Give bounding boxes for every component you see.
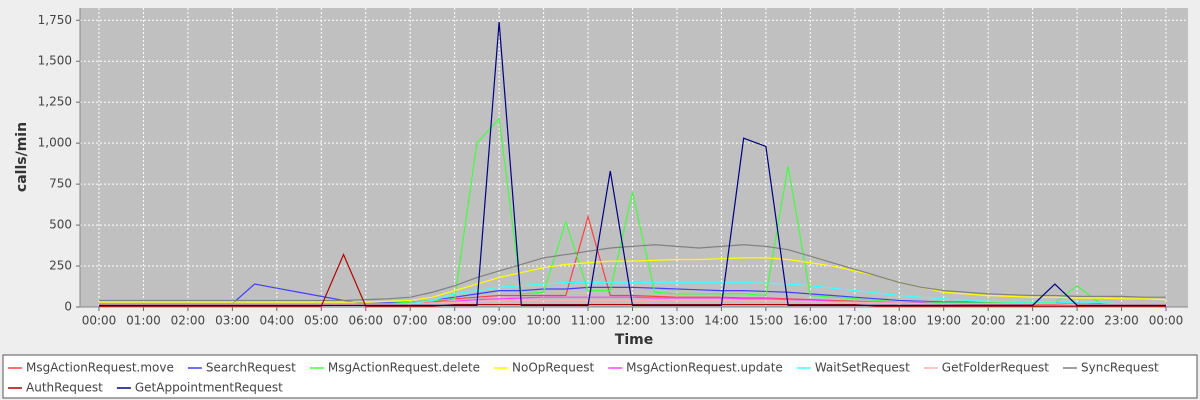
- x-tick-label: 10:00: [526, 314, 561, 328]
- x-tick-label: 16:00: [793, 314, 828, 328]
- legend-label: SearchRequest: [206, 361, 296, 375]
- y-tick-label: 1,000: [38, 136, 72, 150]
- x-tick-label: 20:00: [971, 314, 1006, 328]
- y-tick-label: 750: [49, 177, 72, 191]
- series-line: [99, 257, 1167, 303]
- x-tick-label: 11:00: [571, 314, 606, 328]
- y-tick-label: 1,750: [38, 13, 72, 27]
- y-tick-label: 500: [49, 218, 72, 232]
- x-tick-label: 21:00: [1015, 314, 1050, 328]
- legend-label: MsgActionRequest.delete: [328, 361, 480, 375]
- x-tick-label: 06:00: [348, 314, 383, 328]
- x-axis-title: Time: [615, 332, 653, 348]
- x-tick-label: 17:00: [837, 314, 872, 328]
- legend-label: MsgActionRequest.update: [626, 361, 783, 375]
- x-tick-label: 00:00: [1149, 314, 1184, 328]
- x-tick-label: 02:00: [171, 314, 206, 328]
- legend-label: GetAppointmentRequest: [135, 381, 283, 395]
- y-tick-label: 0: [64, 300, 72, 314]
- y-tick-label: 1,250: [38, 95, 72, 109]
- x-tick-label: 23:00: [1104, 314, 1139, 328]
- y-axis-title: calls/min: [14, 122, 30, 192]
- y-tick-label: 1,500: [38, 54, 72, 68]
- x-tick-label: 09:00: [482, 314, 517, 328]
- x-tick-label: 08:00: [437, 314, 472, 328]
- x-tick-label: 03:00: [215, 314, 250, 328]
- x-tick-label: 00:00: [82, 314, 117, 328]
- legend-label: AuthRequest: [26, 381, 103, 395]
- y-tick-label: 250: [49, 259, 72, 273]
- x-tick-label: 18:00: [882, 314, 917, 328]
- plot-area: [80, 8, 1188, 307]
- x-tick-label: 01:00: [126, 314, 161, 328]
- x-tick-label: 04:00: [260, 314, 295, 328]
- legend-label: GetFolderRequest: [942, 361, 1050, 375]
- x-tick-label: 05:00: [304, 314, 339, 328]
- x-tick-label: 14:00: [704, 314, 739, 328]
- legend-label: SyncRequest: [1081, 361, 1159, 375]
- x-tick-label: 07:00: [393, 314, 428, 328]
- legend-box: [2, 354, 1198, 399]
- series-line: [99, 21, 1166, 306]
- x-tick-label: 15:00: [749, 314, 784, 328]
- x-tick-label: 12:00: [615, 314, 650, 328]
- series-line: [99, 244, 1166, 302]
- series-line: [99, 117, 1166, 305]
- legend-label: WaitSetRequest: [815, 361, 910, 375]
- x-tick-label: 22:00: [1060, 314, 1095, 328]
- legend-label: MsgActionRequest.move: [26, 361, 174, 375]
- x-tick-label: 13:00: [660, 314, 695, 328]
- x-tick-label: 19:00: [926, 314, 961, 328]
- series-line: [99, 299, 1166, 306]
- legend-label: NoOpRequest: [512, 361, 594, 375]
